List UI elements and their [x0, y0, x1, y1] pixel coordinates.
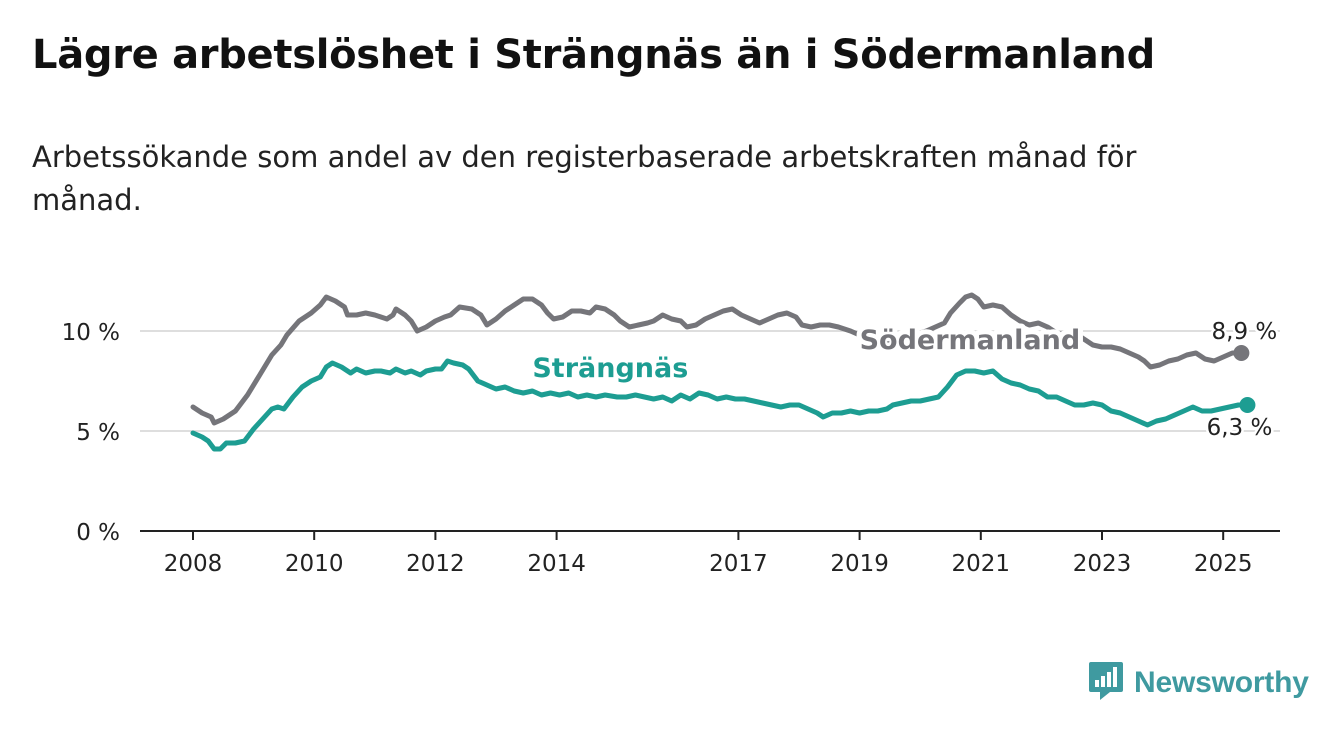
newsworthy-logo-icon [1088, 660, 1124, 706]
x-tick-label: 2014 [527, 551, 586, 577]
newsworthy-brand: Newsworthy [1088, 660, 1309, 706]
newsworthy-logo-text: Newsworthy [1134, 666, 1309, 699]
x-tick-label: 2008 [164, 551, 223, 577]
series-end-point-strangnas [1239, 397, 1256, 413]
x-tick-label: 2012 [406, 551, 465, 577]
x-tick-label: 2017 [709, 551, 768, 577]
end-label-sodermanland: 8,9 % [1212, 319, 1278, 345]
x-tick-label: 2021 [952, 551, 1011, 577]
y-tick-label: 5 % [76, 420, 120, 446]
series-line-strangnas [190, 358, 1250, 452]
x-tick-label: 2019 [830, 551, 889, 577]
chart-title: Lägre arbetslöshet i Strängnäs än i Söde… [32, 32, 1155, 78]
y-tick-label: 10 % [62, 320, 120, 346]
series-name-label: Södermanland [860, 325, 1081, 356]
y-tick-label: 0 % [76, 520, 120, 546]
series-line-sodermanland [190, 292, 1244, 426]
series-end-point-sodermanland [1233, 345, 1250, 361]
end-label-strangnas: 6,3 % [1207, 415, 1273, 441]
x-tick-label: 2010 [285, 551, 344, 577]
series-name-label: Strängnäs [532, 353, 688, 384]
chart-subtitle: Arbetssökande som andel av den registerb… [32, 140, 1137, 217]
x-tick-label: 2023 [1073, 551, 1132, 577]
x-tick-label: 2025 [1194, 551, 1253, 577]
